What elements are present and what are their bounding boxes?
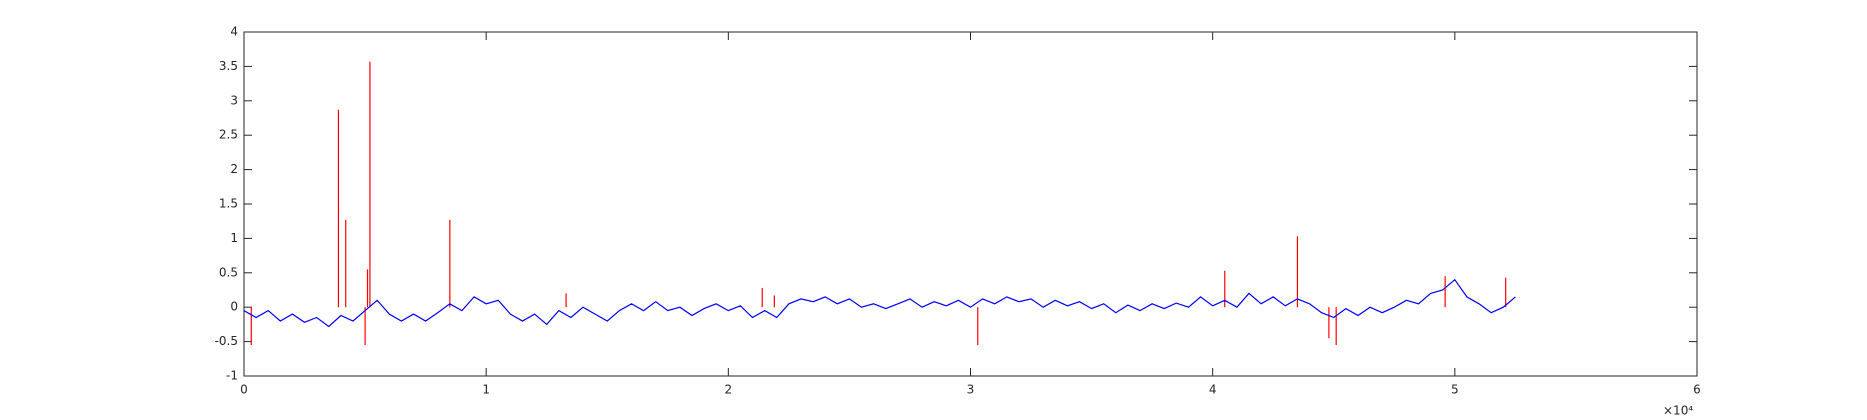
x-tick-label: 0: [240, 383, 248, 397]
x-tick-label: 6: [1693, 383, 1701, 397]
x-exponent: ×10⁴: [1663, 404, 1693, 418]
plot-box: [243, 31, 1698, 377]
x-tick-label: 4: [1209, 383, 1217, 397]
y-tick-label: -0.5: [215, 334, 238, 348]
y-tick-label: -1: [226, 369, 238, 383]
y-tick-label: 2: [230, 162, 238, 176]
y-tick-label: 1.5: [219, 197, 238, 211]
x-tick-label: 5: [1451, 383, 1459, 397]
y-tick-label: 0: [230, 300, 238, 314]
x-tick-label: 3: [967, 383, 975, 397]
series-line: [243, 278, 1516, 328]
y-tick-label: 3.5: [219, 59, 238, 73]
y-tick-label: 4: [230, 25, 238, 39]
y-tick-label: 2.5: [219, 128, 238, 142]
y-tick-label: 0.5: [219, 265, 238, 279]
x-tick-label: 2: [725, 383, 733, 397]
y-tick-label: 3: [230, 93, 238, 107]
y-tick-label: 1: [230, 231, 238, 245]
x-tick-label: 1: [482, 383, 490, 397]
